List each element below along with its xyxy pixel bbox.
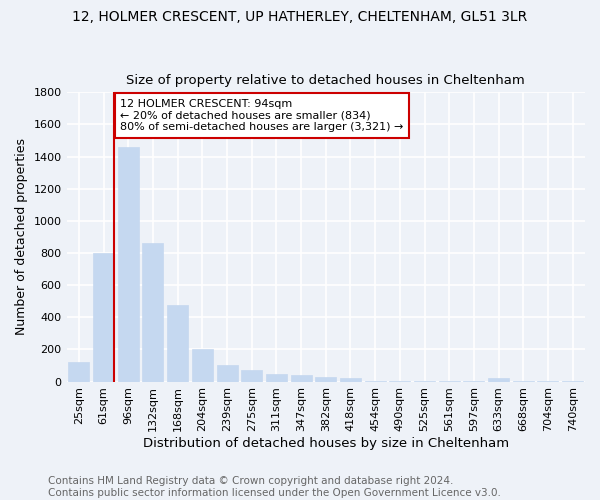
Bar <box>538 381 559 382</box>
Bar <box>562 381 583 382</box>
Text: 12 HOLMER CRESCENT: 94sqm
← 20% of detached houses are smaller (834)
80% of semi: 12 HOLMER CRESCENT: 94sqm ← 20% of detac… <box>120 99 404 132</box>
Title: Size of property relative to detached houses in Cheltenham: Size of property relative to detached ho… <box>127 74 525 87</box>
Bar <box>290 376 311 382</box>
Text: 12, HOLMER CRESCENT, UP HATHERLEY, CHELTENHAM, GL51 3LR: 12, HOLMER CRESCENT, UP HATHERLEY, CHELT… <box>73 10 527 24</box>
Bar <box>488 378 509 382</box>
Bar <box>118 147 139 382</box>
Bar <box>463 381 484 382</box>
Bar <box>266 374 287 382</box>
Bar <box>439 381 460 382</box>
Bar <box>142 242 163 382</box>
Bar <box>315 377 336 382</box>
Bar <box>167 306 188 382</box>
Bar <box>513 381 534 382</box>
Y-axis label: Number of detached properties: Number of detached properties <box>15 138 28 336</box>
X-axis label: Distribution of detached houses by size in Cheltenham: Distribution of detached houses by size … <box>143 437 509 450</box>
Bar <box>68 362 89 382</box>
Bar <box>217 364 238 382</box>
Bar <box>389 381 410 382</box>
Bar <box>241 370 262 382</box>
Bar <box>93 253 114 382</box>
Text: Contains HM Land Registry data © Crown copyright and database right 2024.
Contai: Contains HM Land Registry data © Crown c… <box>48 476 501 498</box>
Bar <box>414 381 435 382</box>
Bar <box>192 350 213 382</box>
Bar <box>365 381 386 382</box>
Bar <box>340 378 361 382</box>
